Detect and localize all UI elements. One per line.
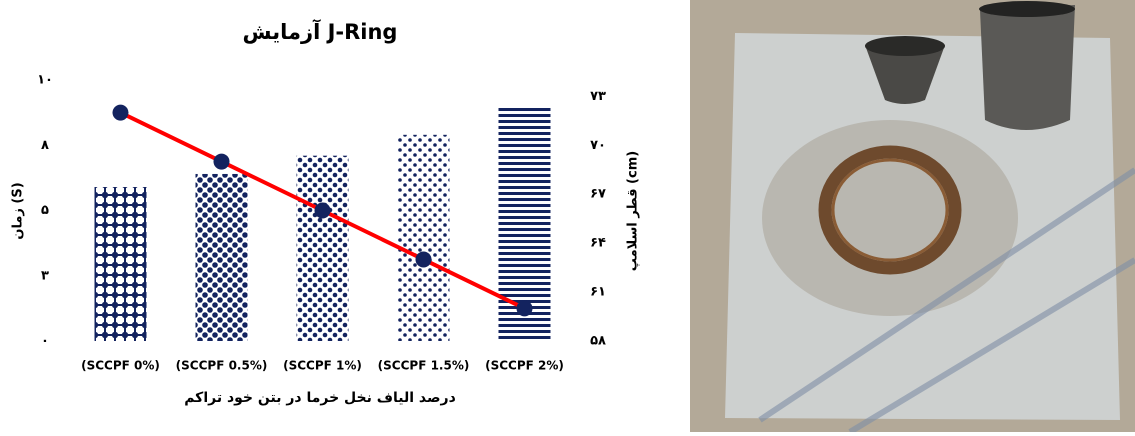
chart-title: آزمایش J-Ring [243,19,398,44]
bar [195,173,248,341]
y-tick-label: ۳ [41,268,49,283]
y2-axis-label: قطر اسلامپ (cm) [626,151,641,271]
y-axis-label: زمان (S) [11,182,26,239]
y2-tick-label: ۷۳ [590,89,606,104]
y2-tick-label: ۷۰ [590,138,606,153]
x-tick-label: (SCCPF 0%) [81,359,160,373]
y2-tick-label: ۵۸ [590,334,606,349]
x-tick-label: (SCCPF 1.5%) [378,359,470,373]
y-tick-label: ۸ [41,138,49,153]
y-tick-label: ۰ [41,334,49,349]
marker [213,153,230,170]
marker [415,251,432,268]
x-tick-label: (SCCPF 1%) [283,359,362,373]
y-tick-label: ۵ [41,203,49,218]
marker [516,300,533,317]
bar [397,134,450,341]
bar [296,155,349,341]
x-tick-label: (SCCPF 2%) [485,359,564,373]
x-tick-label: (SCCPF 0.5%) [176,359,268,373]
y-tick-label: ۱۰ [37,73,53,88]
marker [314,202,331,219]
photo [690,0,1135,435]
y2-tick-label: ۶۷ [590,187,606,202]
x-axis-label: درصد الیاف نخل خرما در بتن خود تراکم [184,390,456,406]
y2-tick-label: ۶۴ [590,236,606,251]
bar [94,187,147,341]
y2-tick-label: ۶۱ [590,285,606,300]
marker [112,104,129,121]
